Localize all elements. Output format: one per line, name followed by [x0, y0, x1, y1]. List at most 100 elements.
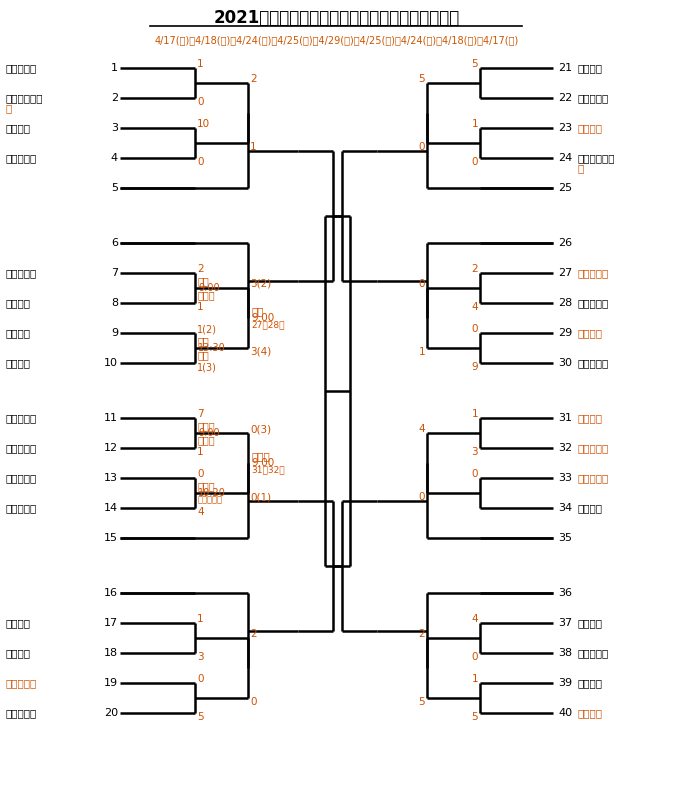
Text: 40: 40 — [558, 708, 572, 718]
Text: 狭山三: 狭山三 — [198, 481, 215, 491]
Text: 9: 9 — [471, 362, 478, 372]
Text: 2: 2 — [250, 74, 256, 84]
Text: 5: 5 — [471, 712, 478, 722]
Text: 36: 36 — [558, 588, 572, 598]
Text: 31: 31 — [558, 413, 572, 423]
Text: 0: 0 — [197, 469, 203, 479]
Text: 2: 2 — [418, 629, 425, 639]
Text: 9: 9 — [111, 328, 118, 338]
Text: 美加の台: 美加の台 — [578, 678, 603, 688]
Text: 1: 1 — [197, 59, 204, 69]
Text: 峰塚: 峰塚 — [198, 276, 210, 286]
Text: 28: 28 — [558, 298, 572, 308]
Text: 金剛: 金剛 — [251, 306, 263, 316]
Text: 24: 24 — [558, 153, 572, 163]
Text: 1: 1 — [471, 119, 478, 129]
Text: 2: 2 — [471, 264, 478, 274]
Text: 39: 39 — [558, 678, 572, 688]
Text: 明　治　池: 明 治 池 — [5, 473, 36, 483]
Text: 富田林１: 富田林１ — [578, 328, 603, 338]
Text: 17: 17 — [104, 618, 118, 628]
Text: 初芝富田林: 初芝富田林 — [198, 496, 223, 504]
Text: 狭山三: 狭山三 — [198, 421, 215, 431]
Text: 18: 18 — [104, 648, 118, 658]
Text: 0: 0 — [418, 142, 425, 152]
Text: 誉田・富田林: 誉田・富田林 — [5, 93, 43, 103]
Text: 1(3): 1(3) — [197, 362, 217, 372]
Text: 0: 0 — [472, 469, 478, 479]
Text: 10: 10 — [104, 358, 118, 368]
Text: 20: 20 — [104, 708, 118, 718]
Text: 藤　井　寺: 藤 井 寺 — [5, 503, 36, 513]
Text: 5: 5 — [418, 697, 425, 707]
Text: 狭　山　南: 狭 山 南 — [5, 708, 36, 718]
Text: 3: 3 — [197, 652, 204, 662]
Text: 道明寺: 道明寺 — [198, 290, 215, 300]
Text: 38: 38 — [558, 648, 572, 658]
Text: 0: 0 — [197, 674, 203, 684]
Text: 5: 5 — [418, 74, 425, 84]
Text: 松　原　二: 松 原 二 — [5, 678, 36, 688]
Text: 3(4): 3(4) — [250, 347, 271, 357]
Text: 31・32勝: 31・32勝 — [251, 465, 285, 475]
Text: 12: 12 — [104, 443, 118, 453]
Text: 富田林３: 富田林３ — [578, 413, 603, 423]
Text: 7: 7 — [111, 268, 118, 278]
Text: 5: 5 — [111, 183, 118, 193]
Text: 6: 6 — [111, 238, 118, 248]
Text: 27・28勝: 27・28勝 — [251, 321, 284, 330]
Text: 藤井寺三: 藤井寺三 — [578, 123, 603, 133]
Text: 3(2): 3(2) — [250, 279, 271, 289]
Text: 10: 10 — [197, 119, 210, 129]
Text: 高　鷲　南: 高 鷲 南 — [578, 473, 610, 483]
Text: 11: 11 — [104, 413, 118, 423]
Text: 7: 7 — [197, 409, 204, 419]
Text: 3: 3 — [471, 447, 478, 457]
Text: 1: 1 — [471, 409, 478, 419]
Text: 清　　教: 清 教 — [578, 708, 603, 718]
Text: 初芝富田林: 初芝富田林 — [5, 443, 36, 453]
Text: 0: 0 — [418, 492, 425, 502]
Text: 27: 27 — [558, 268, 572, 278]
Text: 河　原　城: 河 原 城 — [5, 268, 36, 278]
Text: 4: 4 — [197, 507, 204, 517]
Text: 4: 4 — [418, 424, 425, 434]
Text: 33: 33 — [558, 473, 572, 483]
Text: 2: 2 — [197, 264, 204, 274]
Text: 9:00: 9:00 — [198, 428, 219, 438]
Text: 0: 0 — [472, 652, 478, 662]
Text: 1: 1 — [197, 447, 204, 457]
Text: 9:00: 9:00 — [251, 313, 274, 323]
Text: 峰　　塚: 峰 塚 — [5, 298, 30, 308]
Text: 4: 4 — [471, 614, 478, 624]
Text: 松　原　七: 松 原 七 — [578, 358, 610, 368]
Text: 葛　　城: 葛 城 — [5, 648, 30, 658]
Text: 1(2): 1(2) — [197, 324, 217, 334]
Text: 23: 23 — [558, 123, 572, 133]
Text: 2: 2 — [111, 93, 118, 103]
Text: 松原四・松原: 松原四・松原 — [578, 153, 616, 163]
Text: 0: 0 — [197, 157, 203, 167]
Text: 藤　　陽: 藤 陽 — [5, 358, 30, 368]
Text: 0(1): 0(1) — [250, 492, 271, 502]
Text: 高　　鷲: 高 鷲 — [5, 618, 30, 628]
Text: 松　原　三: 松 原 三 — [5, 153, 36, 163]
Text: 富　田　林: 富 田 林 — [578, 268, 610, 278]
Text: 六: 六 — [578, 163, 585, 173]
Text: 0: 0 — [418, 279, 425, 289]
Text: 30: 30 — [558, 358, 572, 368]
Text: 26: 26 — [558, 238, 572, 248]
Text: 9:00: 9:00 — [251, 458, 274, 468]
Text: 0: 0 — [472, 324, 478, 334]
Text: 千　代　田: 千 代 田 — [578, 298, 610, 308]
Text: 喜　　志: 喜 志 — [5, 123, 30, 133]
Text: 16: 16 — [104, 588, 118, 598]
Text: 10:20: 10:20 — [198, 488, 226, 498]
Text: 25: 25 — [558, 183, 572, 193]
Text: 加　賀　田: 加 賀 田 — [578, 93, 610, 103]
Text: 1: 1 — [111, 63, 118, 73]
Text: 1: 1 — [197, 614, 204, 624]
Text: 5: 5 — [197, 712, 204, 722]
Text: 14: 14 — [104, 503, 118, 513]
Text: 二: 二 — [5, 103, 11, 113]
